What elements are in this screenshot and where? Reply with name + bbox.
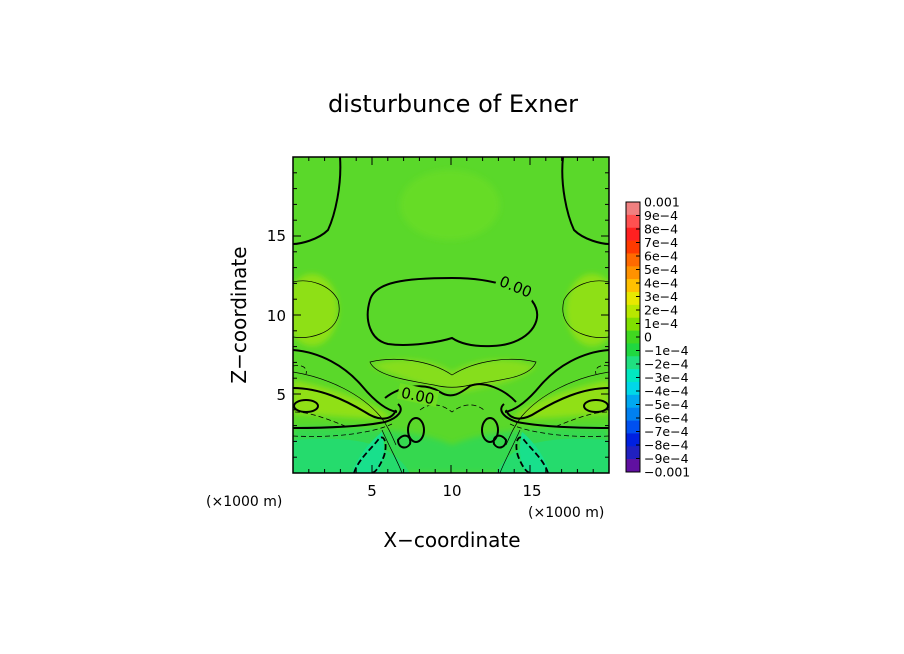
colorbar-label: −0.001 bbox=[644, 465, 690, 480]
colorbar-label: 9e−4 bbox=[644, 208, 678, 223]
contour-small-right bbox=[481, 417, 499, 443]
colorbar-swatch bbox=[626, 253, 640, 267]
contour-base-right bbox=[500, 403, 609, 429]
colorbar-swatch bbox=[626, 407, 640, 421]
contour-thin-left-upper bbox=[293, 280, 340, 338]
colorbar-label: 8e−4 bbox=[644, 222, 678, 237]
colorbar-swatch bbox=[626, 214, 640, 229]
colorbar-swatch bbox=[626, 382, 640, 396]
axis-ticks bbox=[293, 157, 609, 473]
colorbar-label: −2e−4 bbox=[644, 357, 689, 372]
y-tick-15: 15 bbox=[267, 227, 286, 245]
colorbar-label: 3e−4 bbox=[644, 289, 678, 304]
colorbar-label: 6e−4 bbox=[644, 249, 678, 264]
contour-label-upper-bg bbox=[494, 270, 538, 302]
colorbar-swatch bbox=[626, 343, 640, 357]
colorbar-swatch bbox=[626, 420, 640, 434]
colorbar-label: −7e−4 bbox=[644, 424, 689, 439]
colorbar: 0.0019e−48e−47e−46e−45e−44e−43e−42e−41e−… bbox=[625, 195, 690, 480]
colorbar-label: −9e−4 bbox=[644, 451, 689, 466]
colorbar-label: −3e−4 bbox=[644, 370, 689, 385]
contour-dashed-right-lobe bbox=[556, 411, 608, 427]
field-positive-band bbox=[370, 359, 536, 392]
colorbar-swatch bbox=[626, 394, 640, 409]
contour-thin-right-upper bbox=[562, 280, 609, 338]
contour-mid-right bbox=[504, 349, 609, 413]
field-positive-upper bbox=[400, 170, 500, 240]
contour-lines-dashed bbox=[293, 365, 609, 437]
x-tick-10: 10 bbox=[442, 482, 461, 500]
contour-dashed-base-left bbox=[293, 423, 393, 437]
colorbar-swatch bbox=[626, 317, 640, 331]
contour-base-left bbox=[293, 403, 402, 429]
colorbar-swatch bbox=[626, 433, 640, 447]
y-unit-label: (×1000 m) bbox=[206, 494, 282, 510]
colorbar-label: −6e−4 bbox=[644, 411, 689, 426]
chart-title: disturbunce of Exner bbox=[328, 90, 578, 118]
contour-small-left-2 bbox=[396, 434, 412, 449]
x-tick-15: 15 bbox=[522, 482, 541, 500]
contour-dashed-left-lobe bbox=[294, 411, 346, 427]
colorbar-label: 7e−4 bbox=[644, 235, 678, 250]
contour-dashed-base-right bbox=[509, 423, 609, 437]
contour-dashed-core-left bbox=[353, 436, 387, 473]
contour-upper-right bbox=[561, 157, 609, 245]
colorbar-swatch bbox=[626, 266, 640, 280]
colorbar-label: 4e−4 bbox=[644, 276, 678, 291]
contour-low-right bbox=[505, 387, 609, 420]
contour-center-closed bbox=[366, 276, 539, 348]
contour-label-lower-bg bbox=[396, 383, 440, 407]
colorbar-swatch bbox=[626, 304, 640, 319]
colorbar-swatch bbox=[626, 279, 640, 293]
colorbar-swatch bbox=[626, 227, 640, 241]
colorbar-swatch bbox=[626, 240, 640, 254]
contour-small-left bbox=[407, 417, 425, 443]
colorbar-label: 1e−4 bbox=[644, 316, 678, 331]
contour-thin-right-fan bbox=[499, 429, 521, 473]
colorbar-swatch bbox=[626, 356, 640, 370]
contour-small-right-2 bbox=[492, 434, 508, 449]
y-tick-10: 10 bbox=[267, 307, 286, 325]
colorbar-label: 0.001 bbox=[644, 195, 680, 210]
colorbar-label: −5e−4 bbox=[644, 397, 689, 412]
contour-thin-right-low bbox=[505, 371, 609, 446]
colorbar-label: −8e−4 bbox=[644, 438, 689, 453]
contour-lines-thin bbox=[293, 280, 609, 473]
colorbar-label: −4e−4 bbox=[644, 384, 689, 399]
contour-dashed-left-edge bbox=[293, 365, 307, 375]
contour-mid-left bbox=[293, 349, 398, 413]
colorbar-swatch bbox=[626, 292, 640, 306]
colorbar-label: 0 bbox=[644, 330, 652, 345]
contour-upper-left bbox=[293, 157, 342, 245]
contour-dashed-right-edge bbox=[595, 365, 609, 375]
x-unit-label: (×1000 m) bbox=[528, 505, 604, 521]
x-axis-label: X−coordinate bbox=[383, 528, 520, 552]
contour-left-edge-lobe bbox=[293, 399, 319, 413]
contour-low-left bbox=[293, 387, 397, 420]
colorbar-swatch bbox=[626, 369, 640, 383]
contour-thin-left-fan bbox=[381, 429, 403, 473]
colorbar-swatch bbox=[626, 330, 640, 344]
contour-thin-left-low bbox=[293, 371, 397, 446]
colorbar-swatch bbox=[626, 459, 640, 473]
colorbar-swatch bbox=[626, 446, 640, 460]
field-positive-right bbox=[566, 274, 609, 346]
colorbar-label: −1e−4 bbox=[644, 343, 689, 358]
colorbar-label: 5e−4 bbox=[644, 262, 678, 277]
contour-right-edge-lobe bbox=[583, 399, 609, 413]
contour-lines-solid bbox=[293, 157, 609, 449]
y-axis-label: Z−coordinate bbox=[227, 246, 251, 383]
contour-lines-dashed-thick bbox=[353, 436, 549, 473]
x-tick-5: 5 bbox=[367, 482, 377, 500]
plot-area: 0.00 0.00 bbox=[293, 157, 609, 473]
field-positive-left bbox=[293, 274, 338, 346]
contour-dashed-core-right bbox=[515, 436, 549, 473]
y-tick-5: 5 bbox=[276, 386, 286, 404]
colorbar-swatch bbox=[626, 202, 640, 216]
colorbar-label: 2e−4 bbox=[644, 303, 678, 318]
contour-thin-center bbox=[369, 358, 537, 388]
